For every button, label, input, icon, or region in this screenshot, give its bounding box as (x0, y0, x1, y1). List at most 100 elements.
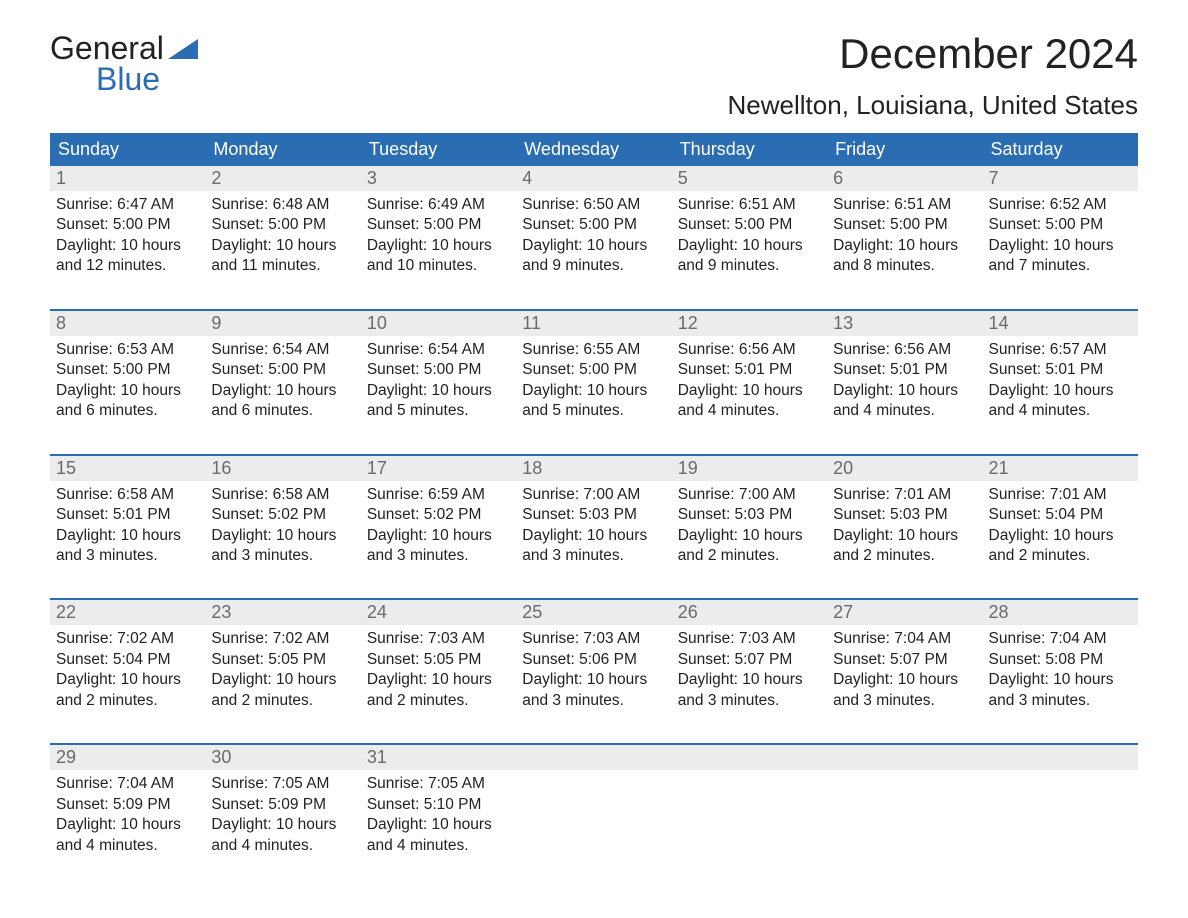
day-details: Sunrise: 7:01 AMSunset: 5:03 PMDaylight:… (827, 481, 982, 587)
day-sunset: Sunset: 5:02 PM (367, 505, 510, 525)
calendar-day: 6Sunrise: 6:51 AMSunset: 5:00 PMDaylight… (827, 166, 982, 297)
day-sunset: Sunset: 5:03 PM (833, 505, 976, 525)
day-details: Sunrise: 6:54 AMSunset: 5:00 PMDaylight:… (361, 336, 516, 442)
day-day2: and 2 minutes. (989, 546, 1132, 566)
day-day2: and 4 minutes. (56, 836, 199, 856)
day-sunrise: Sunrise: 6:50 AM (522, 195, 665, 215)
day-day1: Daylight: 10 hours (367, 381, 510, 401)
day-sunrise: Sunrise: 6:47 AM (56, 195, 199, 215)
calendar-week: 1Sunrise: 6:47 AMSunset: 5:00 PMDaylight… (50, 166, 1138, 297)
day-details: Sunrise: 6:51 AMSunset: 5:00 PMDaylight:… (827, 191, 982, 297)
day-day1: Daylight: 10 hours (211, 381, 354, 401)
day-day2: and 7 minutes. (989, 256, 1132, 276)
day-number: 11 (516, 311, 671, 336)
day-number: 25 (516, 600, 671, 625)
day-number: 29 (50, 745, 205, 770)
day-day2: and 3 minutes. (522, 691, 665, 711)
day-sunrise: Sunrise: 7:04 AM (989, 629, 1132, 649)
day-sunrise: Sunrise: 7:02 AM (211, 629, 354, 649)
day-day2: and 6 minutes. (56, 401, 199, 421)
day-number: 24 (361, 600, 516, 625)
day-day2: and 3 minutes. (833, 691, 976, 711)
day-sunrise: Sunrise: 7:01 AM (833, 485, 976, 505)
day-sunrise: Sunrise: 7:05 AM (367, 774, 510, 794)
day-details: Sunrise: 7:03 AMSunset: 5:07 PMDaylight:… (672, 625, 827, 731)
day-details: Sunrise: 6:48 AMSunset: 5:00 PMDaylight:… (205, 191, 360, 297)
day-number: 18 (516, 456, 671, 481)
day-day2: and 2 minutes. (367, 691, 510, 711)
day-sunrise: Sunrise: 7:00 AM (678, 485, 821, 505)
calendar-day: 14Sunrise: 6:57 AMSunset: 5:01 PMDayligh… (983, 311, 1138, 442)
day-details: Sunrise: 7:05 AMSunset: 5:10 PMDaylight:… (361, 770, 516, 876)
day-day1: Daylight: 10 hours (522, 526, 665, 546)
day-number: 14 (983, 311, 1138, 336)
day-day2: and 2 minutes. (678, 546, 821, 566)
day-number: 27 (827, 600, 982, 625)
day-details: Sunrise: 6:52 AMSunset: 5:00 PMDaylight:… (983, 191, 1138, 297)
day-day1: Daylight: 10 hours (56, 236, 199, 256)
dow-sunday: Sunday (50, 133, 205, 166)
calendar-day: 15Sunrise: 6:58 AMSunset: 5:01 PMDayligh… (50, 456, 205, 587)
day-day1: Daylight: 10 hours (367, 815, 510, 835)
day-day2: and 3 minutes. (989, 691, 1132, 711)
day-number: 19 (672, 456, 827, 481)
dow-wednesday: Wednesday (516, 133, 671, 166)
day-sunset: Sunset: 5:08 PM (989, 650, 1132, 670)
day-day1: Daylight: 10 hours (833, 526, 976, 546)
calendar-day: . (672, 745, 827, 876)
day-day2: and 2 minutes. (833, 546, 976, 566)
location-title: Newellton, Louisiana, United States (728, 90, 1138, 121)
calendar-day: 29Sunrise: 7:04 AMSunset: 5:09 PMDayligh… (50, 745, 205, 876)
calendar-day: 11Sunrise: 6:55 AMSunset: 5:00 PMDayligh… (516, 311, 671, 442)
day-number: 16 (205, 456, 360, 481)
day-day2: and 3 minutes. (211, 546, 354, 566)
day-details: Sunrise: 6:55 AMSunset: 5:00 PMDaylight:… (516, 336, 671, 442)
day-day2: and 2 minutes. (211, 691, 354, 711)
day-number: 30 (205, 745, 360, 770)
day-sunset: Sunset: 5:00 PM (833, 215, 976, 235)
day-number: 3 (361, 166, 516, 191)
day-day1: Daylight: 10 hours (211, 670, 354, 690)
calendar-day: 20Sunrise: 7:01 AMSunset: 5:03 PMDayligh… (827, 456, 982, 587)
day-number: 10 (361, 311, 516, 336)
day-sunset: Sunset: 5:01 PM (833, 360, 976, 380)
day-day1: Daylight: 10 hours (522, 236, 665, 256)
dow-saturday: Saturday (983, 133, 1138, 166)
calendar-day: 13Sunrise: 6:56 AMSunset: 5:01 PMDayligh… (827, 311, 982, 442)
day-day1: Daylight: 10 hours (678, 381, 821, 401)
day-number: 20 (827, 456, 982, 481)
day-sunset: Sunset: 5:04 PM (56, 650, 199, 670)
day-number: 21 (983, 456, 1138, 481)
day-number: 1 (50, 166, 205, 191)
day-sunrise: Sunrise: 7:04 AM (833, 629, 976, 649)
day-day2: and 9 minutes. (678, 256, 821, 276)
calendar-day: 30Sunrise: 7:05 AMSunset: 5:09 PMDayligh… (205, 745, 360, 876)
day-sunrise: Sunrise: 6:54 AM (211, 340, 354, 360)
day-sunrise: Sunrise: 6:55 AM (522, 340, 665, 360)
calendar-day: . (827, 745, 982, 876)
calendar-week: 29Sunrise: 7:04 AMSunset: 5:09 PMDayligh… (50, 743, 1138, 876)
day-day1: Daylight: 10 hours (833, 236, 976, 256)
title-block: December 2024 Newellton, Louisiana, Unit… (728, 30, 1138, 121)
day-day1: Daylight: 10 hours (678, 526, 821, 546)
day-sunrise: Sunrise: 6:56 AM (678, 340, 821, 360)
logo-sail-icon (168, 35, 198, 64)
day-sunset: Sunset: 5:01 PM (56, 505, 199, 525)
day-details: Sunrise: 6:56 AMSunset: 5:01 PMDaylight:… (672, 336, 827, 442)
day-sunrise: Sunrise: 7:03 AM (367, 629, 510, 649)
day-sunset: Sunset: 5:05 PM (367, 650, 510, 670)
calendar-day: 8Sunrise: 6:53 AMSunset: 5:00 PMDaylight… (50, 311, 205, 442)
calendar-day: 7Sunrise: 6:52 AMSunset: 5:00 PMDaylight… (983, 166, 1138, 297)
day-day1: Daylight: 10 hours (367, 670, 510, 690)
day-day1: Daylight: 10 hours (56, 815, 199, 835)
calendar: Sunday Monday Tuesday Wednesday Thursday… (50, 133, 1138, 876)
day-number: 17 (361, 456, 516, 481)
day-day1: Daylight: 10 hours (989, 670, 1132, 690)
calendar-day: 1Sunrise: 6:47 AMSunset: 5:00 PMDaylight… (50, 166, 205, 297)
dow-thursday: Thursday (672, 133, 827, 166)
calendar-day: 22Sunrise: 7:02 AMSunset: 5:04 PMDayligh… (50, 600, 205, 731)
day-sunset: Sunset: 5:10 PM (367, 795, 510, 815)
day-sunset: Sunset: 5:00 PM (56, 360, 199, 380)
calendar-day: 19Sunrise: 7:00 AMSunset: 5:03 PMDayligh… (672, 456, 827, 587)
day-details: Sunrise: 7:01 AMSunset: 5:04 PMDaylight:… (983, 481, 1138, 587)
